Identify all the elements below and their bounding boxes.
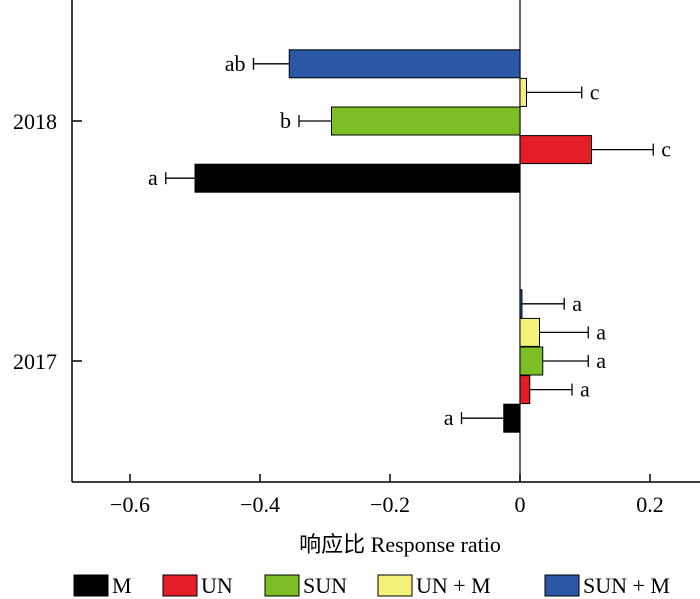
significance-label: a [580,377,590,402]
significance-label: a [148,165,158,190]
legend-label: M [112,573,132,598]
bar-m-2018 [194,163,521,193]
y-tick-label: 2017 [13,349,57,374]
x-axis-label: 响应比 Response ratio [299,532,501,557]
bar-sun-2017 [519,346,544,376]
bar-sun-m-2018 [288,49,521,79]
legend-label: SUN [303,573,347,598]
x-tick-label: 0 [515,492,526,517]
x-tick-label: 0.2 [636,492,664,517]
x-tick-label: −0.2 [370,492,410,517]
tick-labels: −0.6 −0.4 −0.2 0 0.2 2017 2018 [13,109,664,517]
significance-label: a [596,319,606,344]
legend-swatch [377,574,413,597]
legend-swatch [73,574,109,597]
significance-label: a [572,291,582,316]
bar-sun-2018 [331,106,521,136]
significance-label: a [596,348,606,373]
bar-un-m-2017 [519,317,540,347]
y-tick-label: 2018 [13,109,57,134]
bar-un-m-2018 [519,77,527,107]
bar-m-2017 [503,403,521,433]
legend-swatch [544,574,580,597]
significance-label: c [661,137,671,162]
bars [194,49,592,433]
error-bars [165,57,654,425]
bar-un-2018 [519,135,592,165]
x-tick-label: −0.4 [240,492,280,517]
legend-label: UN [201,573,233,598]
legend-swatch [162,574,198,597]
x-tick-label: −0.6 [110,492,150,517]
significance-label: ab [225,51,246,76]
legend: M UN SUN UN + M SUN + M [73,573,670,598]
legend-label: SUN + M [583,573,670,598]
bar-sun-m-2017 [519,289,523,319]
significance-label: a [444,405,454,430]
significance-label: c [590,79,600,104]
legend-label: UN + M [416,573,491,598]
legend-swatch [264,574,300,597]
significance-label: b [280,108,291,133]
bar-un-2017 [519,375,531,405]
